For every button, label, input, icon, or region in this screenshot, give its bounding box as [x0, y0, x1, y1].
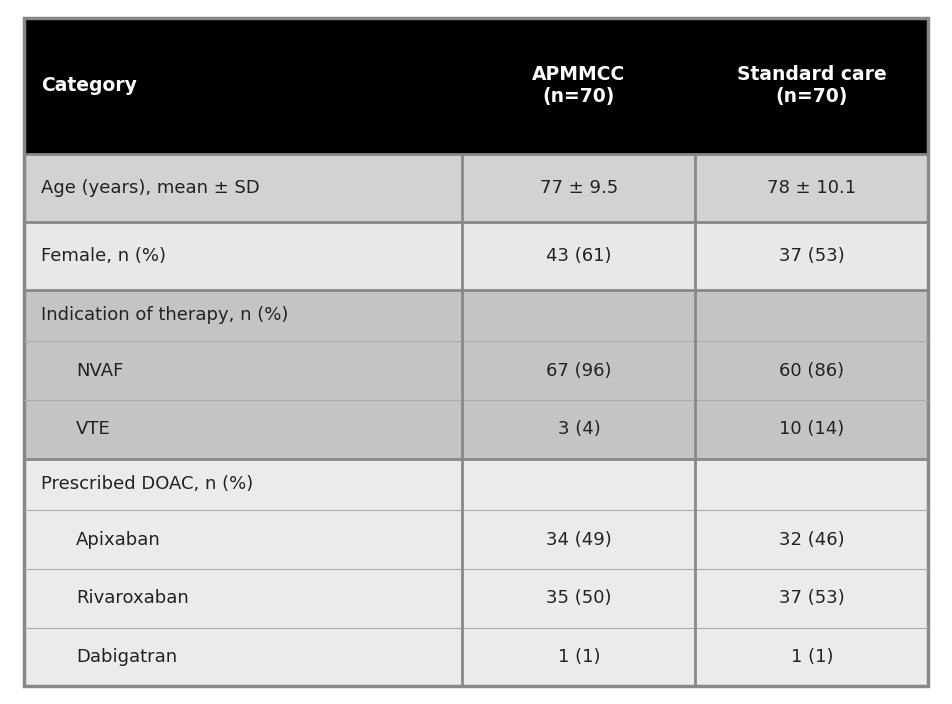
Text: NVAF: NVAF — [76, 362, 124, 379]
Text: Female, n (%): Female, n (%) — [41, 246, 166, 265]
Text: APMMCC
(n=70): APMMCC (n=70) — [532, 65, 625, 106]
Bar — [24, 222, 928, 290]
Bar — [24, 153, 928, 222]
Text: 1 (1): 1 (1) — [558, 648, 600, 666]
Text: Dabigatran: Dabigatran — [76, 648, 177, 666]
Bar — [24, 459, 928, 686]
Text: VTE: VTE — [76, 420, 111, 439]
Text: 37 (53): 37 (53) — [779, 589, 844, 608]
Text: 78 ± 10.1: 78 ± 10.1 — [767, 179, 856, 196]
Text: 67 (96): 67 (96) — [546, 362, 611, 379]
Text: 43 (61): 43 (61) — [546, 246, 611, 265]
Text: 77 ± 9.5: 77 ± 9.5 — [540, 179, 618, 196]
Text: 35 (50): 35 (50) — [546, 589, 611, 608]
Text: 34 (49): 34 (49) — [546, 531, 612, 548]
Text: 3 (4): 3 (4) — [558, 420, 601, 439]
Text: 60 (86): 60 (86) — [779, 362, 844, 379]
Text: Prescribed DOAC, n (%): Prescribed DOAC, n (%) — [41, 475, 253, 494]
Text: 37 (53): 37 (53) — [779, 246, 844, 265]
Text: Age (years), mean ± SD: Age (years), mean ± SD — [41, 179, 260, 196]
Text: Apixaban: Apixaban — [76, 531, 161, 548]
Text: Indication of therapy, n (%): Indication of therapy, n (%) — [41, 306, 288, 325]
Text: Rivaroxaban: Rivaroxaban — [76, 589, 188, 608]
Bar — [24, 290, 928, 459]
Text: Category: Category — [41, 76, 137, 95]
Bar — [24, 18, 928, 153]
Text: 32 (46): 32 (46) — [779, 531, 844, 548]
Text: 1 (1): 1 (1) — [790, 648, 833, 666]
Text: Standard care
(n=70): Standard care (n=70) — [737, 65, 886, 106]
Text: 10 (14): 10 (14) — [779, 420, 844, 439]
